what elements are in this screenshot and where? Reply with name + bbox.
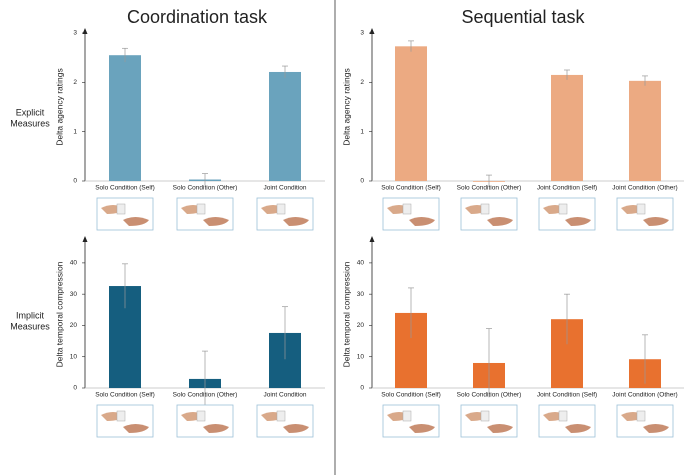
y-tick-label: 30 bbox=[70, 291, 78, 298]
device bbox=[480, 410, 490, 422]
hand bbox=[409, 217, 435, 226]
x-tick-label: Solo Condition (Self) bbox=[95, 392, 155, 399]
axis-arrow bbox=[369, 28, 375, 34]
hand bbox=[283, 424, 309, 433]
device bbox=[276, 203, 286, 215]
device bbox=[116, 410, 126, 422]
y-axis-label: Delta agency ratings bbox=[341, 68, 351, 146]
device bbox=[276, 410, 286, 422]
hand bbox=[487, 217, 513, 226]
y-tick-label: 0 bbox=[73, 385, 77, 392]
y-tick-label: 3 bbox=[73, 30, 77, 37]
hand bbox=[203, 424, 229, 433]
y-axis-label: Delta agency ratings bbox=[54, 68, 64, 146]
x-tick-label: Joint Condition bbox=[264, 185, 307, 192]
y-tick-label: 10 bbox=[357, 353, 365, 360]
x-tick-label: Solo Condition (Self) bbox=[381, 392, 441, 399]
axis-arrow bbox=[369, 236, 375, 242]
column-title: Sequential task bbox=[461, 7, 585, 27]
hand bbox=[123, 217, 149, 226]
device bbox=[196, 203, 206, 215]
bar bbox=[395, 46, 427, 181]
x-tick-label: Solo Condition (Other) bbox=[457, 392, 522, 399]
y-axis-label: Delta temporal compression bbox=[341, 261, 351, 367]
hand bbox=[643, 217, 669, 226]
device bbox=[636, 410, 646, 422]
y-tick-label: 0 bbox=[360, 385, 364, 392]
y-tick-label: 40 bbox=[70, 260, 78, 267]
hand bbox=[283, 217, 309, 226]
device bbox=[196, 410, 206, 422]
y-tick-label: 20 bbox=[70, 322, 78, 329]
y-tick-label: 20 bbox=[357, 322, 365, 329]
y-tick-label: 0 bbox=[73, 178, 77, 185]
bar bbox=[629, 80, 661, 181]
y-tick-label: 30 bbox=[357, 291, 365, 298]
y-tick-label: 1 bbox=[73, 128, 77, 135]
bar bbox=[109, 55, 141, 182]
device bbox=[402, 410, 412, 422]
device bbox=[480, 203, 490, 215]
illustration-frame bbox=[616, 404, 674, 438]
x-tick-label: Solo Condition (Other) bbox=[173, 185, 238, 192]
y-tick-label: 1 bbox=[360, 128, 364, 135]
device bbox=[558, 203, 568, 215]
x-tick-label: Joint Condition (Self) bbox=[537, 185, 597, 192]
y-tick-label: 3 bbox=[360, 30, 364, 37]
x-tick-label: Joint Condition (Other) bbox=[612, 392, 677, 399]
device bbox=[636, 203, 646, 215]
hand bbox=[409, 424, 435, 433]
y-axis-label: Delta temporal compression bbox=[54, 261, 64, 367]
x-tick-label: Solo Condition (Self) bbox=[381, 185, 441, 192]
axis-arrow bbox=[82, 28, 88, 34]
axis-arrow bbox=[82, 236, 88, 242]
x-tick-label: Solo Condition (Self) bbox=[95, 185, 155, 192]
hand bbox=[565, 424, 591, 433]
hand bbox=[565, 217, 591, 226]
row-label: Implicit Measures bbox=[10, 311, 50, 332]
x-tick-label: Joint Condition bbox=[264, 392, 307, 399]
hand bbox=[643, 424, 669, 433]
hand bbox=[123, 424, 149, 433]
y-tick-label: 0 bbox=[360, 178, 364, 185]
y-tick-label: 2 bbox=[360, 79, 364, 86]
x-tick-label: Solo Condition (Other) bbox=[457, 185, 522, 192]
x-tick-label: Joint Condition (Self) bbox=[537, 392, 597, 399]
y-tick-label: 2 bbox=[73, 79, 77, 86]
y-tick-label: 10 bbox=[70, 353, 78, 360]
hand bbox=[203, 217, 229, 226]
row-label: Explicit Measures bbox=[10, 108, 50, 129]
bar bbox=[551, 74, 583, 181]
device bbox=[402, 203, 412, 215]
column-title: Coordination task bbox=[127, 7, 268, 27]
bar bbox=[269, 71, 301, 181]
device bbox=[558, 410, 568, 422]
x-tick-label: Solo Condition (Other) bbox=[173, 392, 238, 399]
y-tick-label: 40 bbox=[357, 260, 365, 267]
device bbox=[116, 203, 126, 215]
hand bbox=[487, 424, 513, 433]
x-tick-label: Joint Condition (Other) bbox=[612, 185, 677, 192]
